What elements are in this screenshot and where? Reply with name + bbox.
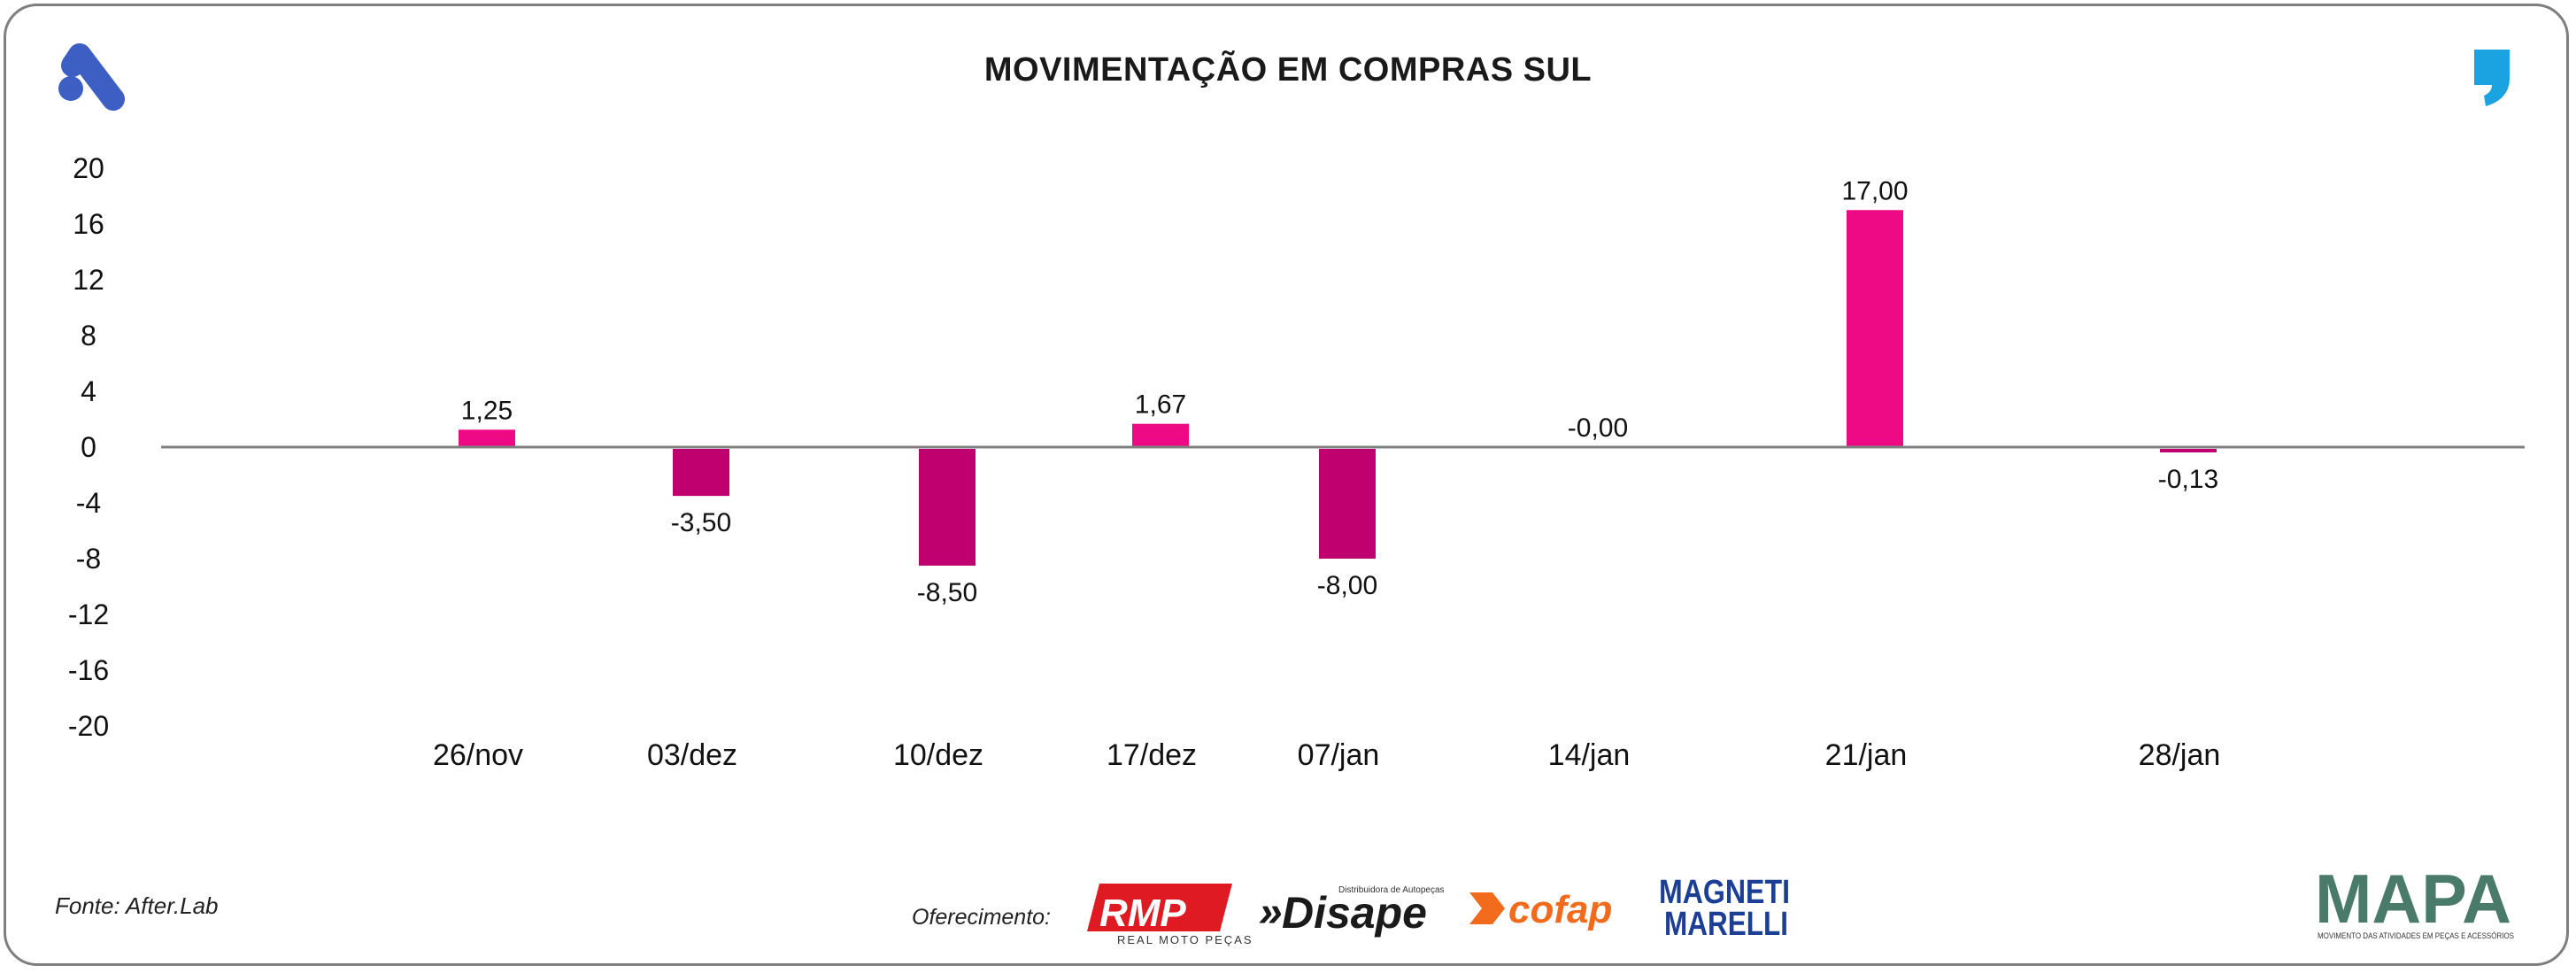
y-tick-label: 20 [73, 152, 104, 184]
sponsor-marelli: MARELLI [1664, 906, 1788, 943]
x-tick-label: 03/dez [647, 738, 737, 772]
data-label: 1,67 [1135, 390, 1186, 420]
x-tick-label: 21/jan [1825, 738, 1908, 772]
y-tick-label: -16 [68, 654, 109, 686]
page-title: MOVIMENTAÇÃO EM COMPRAS SUL [983, 51, 1593, 89]
y-tick-label: 16 [73, 208, 104, 240]
y-axis: 20 16 12 8 4 0 -4 -8 -12 -16 -20 [68, 152, 109, 742]
x-tick-label: 07/jan [1298, 738, 1380, 772]
sponsor-logo-magneti-marelli: MAGNETI MARELLI [1659, 874, 1790, 943]
data-label: 17,00 [1841, 176, 1908, 205]
sponsor-label: Oferecimento: [912, 905, 1052, 930]
y-tick-label: 4 [81, 375, 96, 407]
bar [1132, 423, 1189, 447]
bar [2160, 449, 2217, 452]
y-tick-label: 0 [81, 431, 96, 463]
data-label: -3,50 [671, 508, 731, 537]
x-tick-label: 17/dez [1107, 738, 1197, 772]
x-tick-label: 26/nov [433, 738, 523, 772]
sponsor-cofap-name: cofap [1508, 888, 1612, 931]
data-label: 1,25 [461, 396, 513, 425]
mapa-brand-name: MAPA [2315, 860, 2511, 938]
x-axis: 26/nov 03/dez 10/dez 17/dez 07/jan 14/jan 21/j… [433, 738, 2220, 772]
sponsor-logo-rmp: RMP REAL MOTO PEÇAS [1087, 884, 1253, 946]
sponsor-logo-disape: » Disape Distribuidora de Autopeças [1259, 885, 1445, 938]
data-label: -0,13 [2158, 465, 2218, 494]
sponsor-disape-name: Disape [1282, 888, 1427, 938]
y-tick-label: -20 [68, 710, 109, 742]
stylized-a-logo-icon [58, 43, 125, 111]
y-tick-label: -12 [68, 598, 109, 630]
y-tick-label: -8 [76, 543, 101, 575]
bars [459, 210, 2217, 566]
y-tick-label: 8 [81, 320, 96, 351]
data-label: -0,00 [1568, 413, 1628, 443]
sponsor-rmp-tagline: REAL MOTO PEÇAS [1117, 933, 1253, 946]
x-tick-label: 10/dez [893, 738, 983, 772]
chart-frame [4, 4, 2569, 966]
bar [459, 429, 515, 447]
data-label: -8,50 [917, 578, 977, 607]
bar [1847, 210, 1903, 447]
mapa-brand-logo: MAPA MOVIMENTO DAS ATIVIDADES EM PEÇAS E… [2315, 860, 2514, 940]
mapa-brand-tagline: MOVIMENTO DAS ATIVIDADES EM PEÇAS E ACES… [2318, 931, 2514, 940]
x-tick-label: 14/jan [1548, 738, 1631, 772]
comma-quote-logo-icon [2474, 50, 2510, 106]
sponsor-logo-cofap: cofap [1469, 888, 1612, 931]
bar [919, 449, 976, 566]
y-tick-label: -4 [76, 487, 101, 519]
data-label: -8,00 [1317, 571, 1377, 600]
data-labels: 1,25 -3,50 -8,50 1,67 -8,00 -0,00 17,00 -0,13 [461, 176, 2218, 607]
sponsor-disape-tagline: Distribuidora de Autopeças [1338, 885, 1445, 895]
bar [673, 449, 729, 497]
x-tick-label: 28/jan [2139, 738, 2221, 772]
sponsor-rmp-name: RMP [1099, 892, 1186, 935]
source-note: Fonte: After.Lab [55, 892, 219, 919]
y-tick-label: 12 [73, 264, 104, 296]
svg-text:»: » [1259, 889, 1283, 936]
bar [1319, 449, 1376, 559]
sponsor-magneti: MAGNETI [1659, 874, 1790, 911]
